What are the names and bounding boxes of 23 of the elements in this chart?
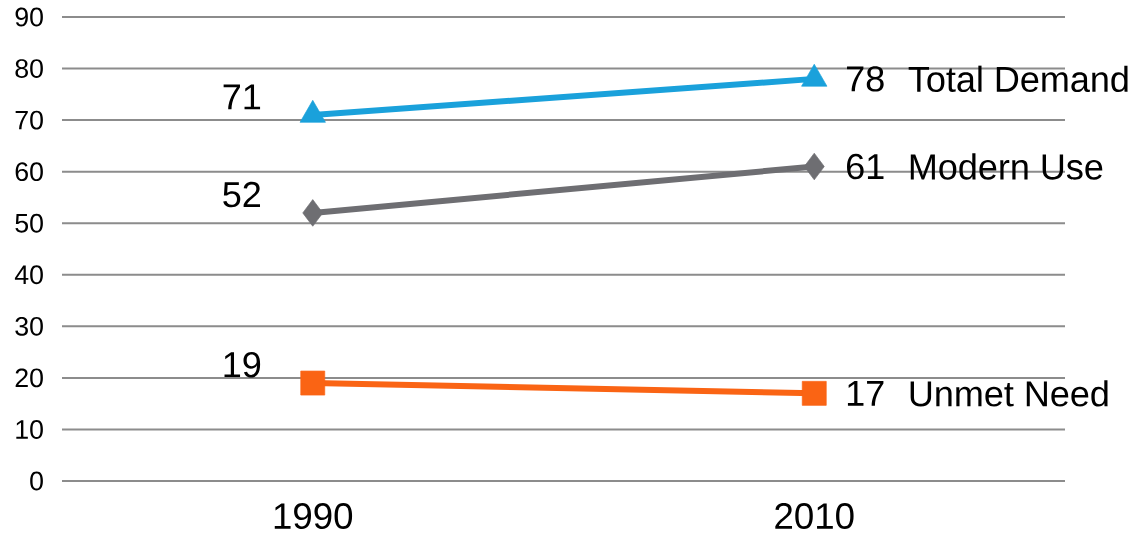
y-tick-label: 90: [15, 7, 43, 27]
y-tick-label: 40: [14, 265, 43, 285]
y-tick-label: 0: [30, 471, 43, 491]
y-tick-label: 70: [15, 110, 43, 130]
data-label: 19: [224, 351, 261, 378]
data-label: 71: [223, 84, 261, 110]
point: [801, 381, 827, 406]
y-tick-label: 30: [15, 316, 43, 336]
text: Unmet Need: [910, 380, 1108, 407]
y-tick-label: 20: [15, 368, 43, 388]
y-tick-label: 10: [16, 420, 43, 439]
y-tick-label: 60: [15, 162, 43, 182]
data-label: 78: [847, 66, 884, 92]
text: Total Demand: [908, 65, 1128, 93]
y-tick-label: 50: [15, 213, 43, 233]
data-label: 17: [847, 380, 884, 406]
data-label: 61: [847, 153, 884, 180]
x-tick-label: 2010: [775, 503, 854, 529]
text: Modern Use: [910, 153, 1103, 180]
data-label: 52: [223, 181, 261, 208]
point: [300, 370, 326, 396]
y-tick-label: 80: [15, 59, 43, 78]
x-tick-label: 1990: [274, 503, 353, 529]
